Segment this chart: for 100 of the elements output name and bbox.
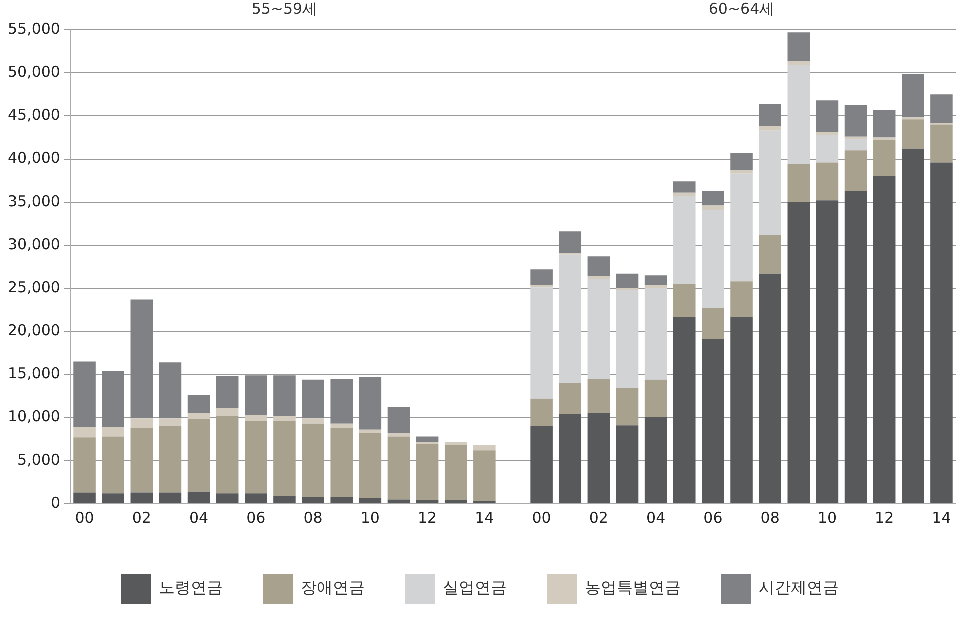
- bar: [216, 408, 239, 416]
- bar: [359, 377, 382, 430]
- bar: [702, 339, 724, 504]
- bar: [730, 316, 753, 504]
- x-tick-label: 14: [475, 508, 494, 527]
- bar: [74, 438, 96, 493]
- y-tick-label: 10,000: [8, 408, 60, 426]
- bar: [474, 445, 496, 451]
- bar: [644, 288, 668, 380]
- x-tick-label: 06: [704, 508, 723, 527]
- bar: [673, 284, 696, 317]
- bar: [444, 445, 468, 501]
- bar: [702, 308, 724, 340]
- bar: [730, 170, 753, 174]
- bar: [902, 117, 924, 120]
- bar: [616, 290, 639, 389]
- bar: [245, 415, 268, 422]
- bar: [788, 32, 810, 62]
- bar: [673, 196, 696, 284]
- legend-label: 장애연금: [301, 578, 365, 598]
- x-tick-label: 12: [875, 508, 894, 527]
- bar: [530, 270, 553, 286]
- y-tick-label: 35,000: [8, 192, 60, 210]
- y-tick-label: 15,000: [8, 364, 60, 383]
- y-tick-label: 5,000: [18, 450, 60, 469]
- bar: [844, 150, 868, 192]
- bar: [159, 418, 182, 426]
- bar: [388, 500, 410, 504]
- bar: [188, 414, 210, 420]
- bar: [102, 494, 124, 504]
- bar: [588, 414, 610, 504]
- bar: [759, 126, 782, 131]
- bar: [74, 362, 96, 428]
- y-tick-label: 55,000: [8, 20, 60, 38]
- bar: [873, 138, 896, 140]
- bar: [530, 426, 553, 504]
- bar: [245, 376, 268, 416]
- y-tick-label: 30,000: [8, 235, 60, 254]
- bar: [730, 282, 753, 317]
- bar: [130, 428, 154, 493]
- legend-label: 시간제연금: [759, 578, 839, 598]
- bar: [245, 421, 268, 494]
- bar: [816, 100, 839, 133]
- bar: [388, 436, 410, 500]
- bar: [130, 300, 154, 419]
- bar: [673, 192, 696, 196]
- bar: [788, 202, 810, 504]
- bar: [216, 416, 239, 494]
- bar: [559, 232, 582, 254]
- x-tick-label: 14: [932, 508, 952, 527]
- bar: [130, 492, 154, 504]
- x-tick-label: 06: [246, 508, 266, 527]
- bar: [159, 362, 182, 419]
- bar: [530, 288, 553, 399]
- bar: [759, 104, 782, 127]
- bar: [159, 426, 182, 493]
- bar: [616, 426, 639, 504]
- bar: [644, 380, 668, 417]
- bar: [188, 492, 210, 504]
- y-tick-label: 50,000: [8, 62, 60, 81]
- bar: [559, 414, 582, 504]
- bar: [788, 61, 810, 66]
- bar: [930, 94, 953, 124]
- x-tick-label: 04: [189, 508, 209, 527]
- bar: [302, 497, 324, 504]
- bar: [588, 276, 610, 280]
- bar: [416, 442, 439, 445]
- bar: [274, 416, 296, 422]
- text: 55~59세: [252, 0, 318, 18]
- bar: [730, 153, 753, 170]
- bar: [330, 497, 353, 504]
- bar: [873, 110, 896, 138]
- bar: [102, 427, 124, 437]
- bar: [274, 421, 296, 496]
- bar: [74, 427, 96, 438]
- bar: [588, 279, 610, 380]
- bar: [788, 65, 810, 164]
- bar: [559, 254, 582, 384]
- bar: [388, 407, 410, 434]
- bar: [330, 379, 353, 424]
- text: 60~64세: [708, 0, 775, 18]
- bar: [902, 74, 924, 118]
- bar: [330, 424, 353, 428]
- x-tick-label: 08: [760, 508, 780, 527]
- bar: [74, 492, 96, 504]
- y-tick-label: 0: [50, 494, 60, 512]
- bar: [816, 162, 839, 201]
- bar: [302, 424, 324, 498]
- bar: [759, 274, 782, 504]
- bar: [102, 436, 124, 494]
- bar: [844, 104, 868, 137]
- bar: [759, 130, 782, 236]
- legend-label: 실업연금: [443, 578, 507, 598]
- bar: [330, 428, 353, 498]
- bar: [902, 120, 924, 149]
- y-tick-label: 20,000: [8, 322, 60, 340]
- bar: [416, 500, 439, 504]
- bar: [930, 162, 953, 504]
- bar: [530, 285, 553, 288]
- bar: [216, 376, 239, 408]
